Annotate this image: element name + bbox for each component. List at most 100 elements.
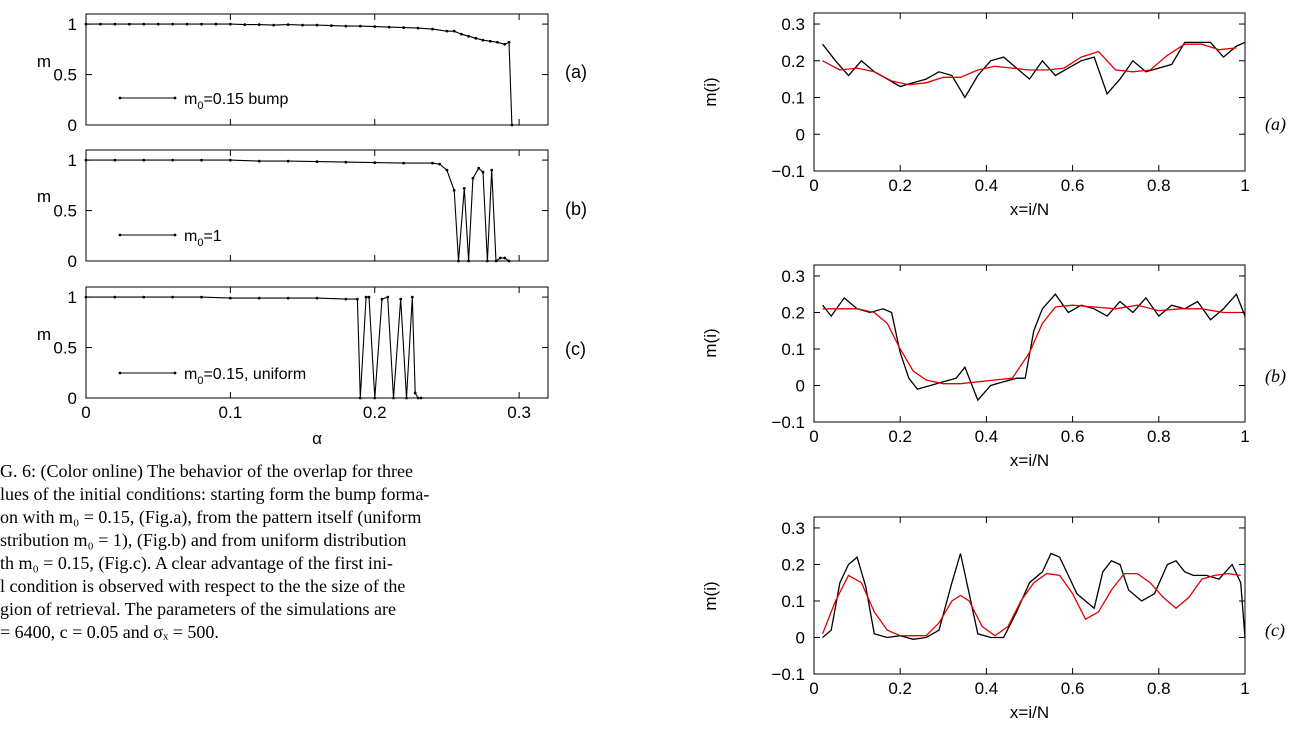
data-point [228,22,232,26]
data-point [452,29,456,33]
data-point [485,259,489,263]
data-point [142,158,146,162]
y-tick-label: 0.3 [781,15,805,34]
y-tick-label: 1 [68,15,77,34]
data-point [373,25,377,29]
figure-caption: G. 6: (Color online) The behavior of the… [0,460,548,644]
caption-line: on with m₀ = 0.15, (Fig.a), from the pat… [0,507,422,527]
data-point [358,24,362,28]
x-tick-label: 0.2 [888,679,912,698]
data-point [286,23,290,26]
data-point [171,295,175,299]
data-point [301,23,304,27]
x-tick-label: 0.8 [1147,427,1171,446]
data-point [416,396,420,400]
data-point [413,391,417,395]
data-point [507,40,511,44]
data-point [471,176,475,180]
data-point [503,42,507,46]
data-point [438,162,442,166]
data-point [364,295,368,299]
data-point [507,259,511,263]
data-point [510,123,514,127]
plot-frame [85,286,549,399]
y-tick-label: 0.3 [781,267,805,286]
data-point [228,158,232,162]
legend-marker [173,371,177,375]
data-point [344,160,348,164]
x-tick-label: 0 [809,427,818,446]
data-point [214,22,218,26]
data-point [315,160,319,164]
data-point [386,295,390,299]
data-point [503,256,507,260]
plot-frame [813,12,1246,172]
data-point [171,22,175,26]
data-point [445,168,449,172]
chart-panel-6: −0.100.10.20.30 0.2 0.4 0.6 0.8 1m(i)x=i/N(c) [701,516,1285,722]
y-tick-label: 0.2 [781,555,805,574]
data-point [380,297,384,301]
legend-marker [118,96,122,100]
panel-label: (a) [1265,114,1286,135]
data-point [367,295,371,299]
data-point [286,296,290,300]
data-point [200,295,203,299]
data-point [481,170,485,174]
legend-label: m0=0.15 bump [184,91,289,112]
y-tick-label: 0 [796,376,805,395]
y-tick-label: 0.5 [53,202,77,221]
data-point [467,259,470,263]
y-tick-label: 0.1 [781,89,805,108]
y-tick-label: 0 [68,116,77,135]
y-axis-label: m(i) [701,328,720,357]
legend-label: m0=0.15, uniform [184,366,306,387]
data-point [330,24,333,28]
data-point [257,296,261,300]
data-point [419,396,423,400]
y-tick-label: −0.1 [771,665,805,684]
data-point [99,22,102,26]
data-point [452,188,456,192]
panel-label: (c) [565,339,586,359]
y-tick-label: −0.1 [771,413,805,432]
data-point [494,259,498,263]
data-point [488,39,492,43]
x-tick-label: 1 [1240,679,1249,698]
y-tick-label: 0.5 [53,66,77,85]
series-line-simulation [822,552,1246,640]
data-point [344,297,348,301]
data-point [315,23,319,27]
data-point [477,166,481,170]
data-point [142,22,146,26]
data-point [356,297,359,301]
series-line-simulation [86,296,421,399]
series-line-smoothed [822,304,1241,385]
data-point [373,396,377,400]
panel-label: (c) [1265,620,1285,641]
series-line-simulation [86,23,513,126]
data-point [171,158,175,162]
y-axis-label: m(i) [701,77,720,106]
y-tick-label: −0.1 [771,162,805,181]
x-tick-label: 0.2 [888,176,912,195]
y-tick-label: 0 [796,125,805,144]
data-point [445,29,449,33]
y-tick-label: 0.3 [781,519,805,538]
legend-marker [173,96,177,100]
data-point [399,297,403,301]
plot-frame [85,13,549,126]
plot-frame [813,264,1246,423]
data-point [373,161,377,165]
data-point [113,295,117,299]
chart-panel-5: −0.100.10.20.30 0.2 0.4 0.6 0.8 1m(i)x=i/N(b) [701,264,1286,470]
y-axis-label: m [37,187,51,206]
chart-panel-2: 0 0.5 1m (b) m0=1 [37,149,587,271]
y-tick-label: 0 [796,628,805,647]
legend-marker [173,233,177,237]
x-axis-label: x=i/N [1010,451,1049,470]
data-point [402,26,406,30]
y-tick-label: 0.2 [781,52,805,71]
caption-line: gion of retrieval. The parameters of the… [0,599,397,619]
